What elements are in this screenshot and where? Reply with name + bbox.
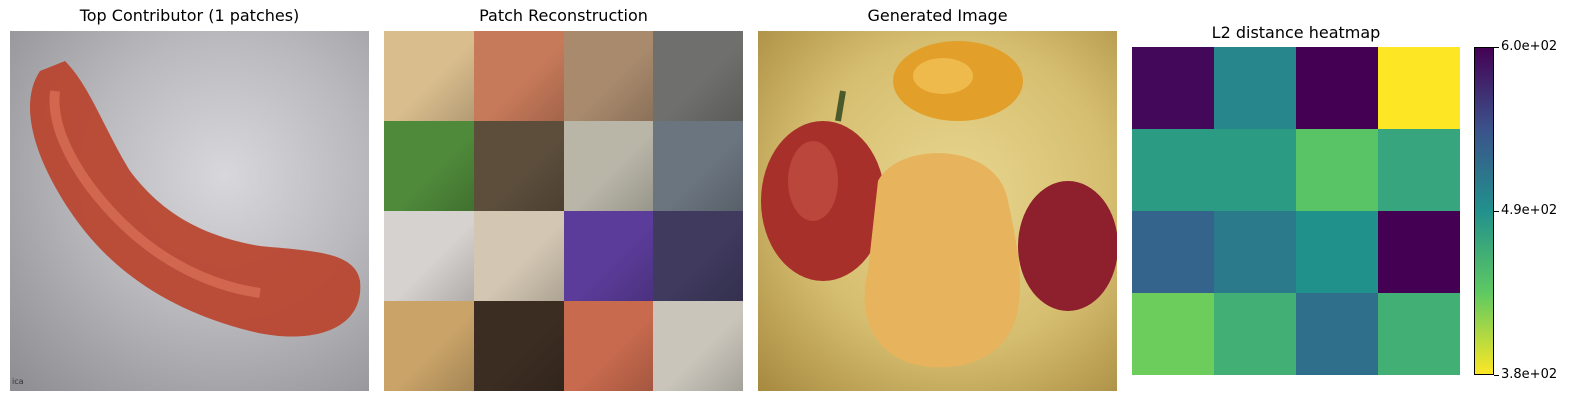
heatmap-cell — [1296, 293, 1379, 375]
generated-image-illustration — [761, 41, 1117, 368]
heatmap-cell — [1132, 129, 1215, 212]
generated-image-title: Generated Image — [867, 6, 1008, 25]
heatmap-cell — [1378, 293, 1460, 375]
patch-tile — [563, 211, 654, 301]
patch-tile — [473, 121, 564, 211]
patch-tile — [473, 301, 564, 391]
colorbar-tick-mark — [1494, 211, 1499, 212]
heatmap-cell — [1378, 129, 1460, 212]
heatmap-cell — [1214, 47, 1297, 130]
patch-tile — [473, 211, 564, 301]
patch-tile — [384, 121, 474, 211]
heatmap-cell — [1378, 47, 1460, 130]
patch-tile — [563, 121, 654, 211]
colorbar-tick-label: 6.0e+02 — [1501, 39, 1558, 54]
patch-reconstruction-title: Patch Reconstruction — [479, 6, 648, 25]
patch-tile — [653, 31, 743, 121]
patch-tile — [653, 211, 743, 301]
heatmap-cell — [1214, 293, 1297, 375]
colorbar-tick-mark — [1494, 47, 1499, 48]
heatmap-cell — [1214, 129, 1297, 212]
colorbar-tick-label: 4.9e+02 — [1501, 203, 1558, 218]
l2-distance-heatmap — [1132, 47, 1460, 375]
top-contributor-title: Top Contributor (1 patches) — [79, 6, 300, 25]
patch-tile — [653, 301, 743, 391]
heatmap-cell — [1132, 293, 1215, 375]
heatmap-title: L2 distance heatmap — [1211, 23, 1381, 42]
top-contributor-illustration: ica — [12, 61, 361, 386]
heatmap-colorbar — [1474, 47, 1494, 375]
heatmap-cell — [1214, 211, 1297, 294]
heatmap-cell — [1132, 47, 1215, 130]
patch-tile — [473, 31, 564, 121]
patch-tile — [653, 121, 743, 211]
heatmap-cell — [1378, 211, 1460, 294]
colorbar-tick-mark — [1494, 375, 1499, 376]
top-contributor-image: ica — [10, 31, 369, 391]
patch-tile — [384, 301, 474, 391]
heatmap-cell — [1296, 47, 1379, 130]
patch-tile — [563, 301, 654, 391]
heatmap-cell — [1296, 129, 1379, 212]
colorbar-tick-label: 3.8e+02 — [1501, 367, 1558, 382]
heatmap-cell — [1296, 211, 1379, 294]
patch-reconstruction-grid — [384, 31, 743, 391]
patch-tile — [384, 31, 474, 121]
generated-image — [758, 31, 1117, 391]
watermark-text: ica — [12, 377, 24, 386]
patch-tile — [563, 31, 654, 121]
patch-tile — [384, 211, 474, 301]
heatmap-cell — [1132, 211, 1215, 294]
